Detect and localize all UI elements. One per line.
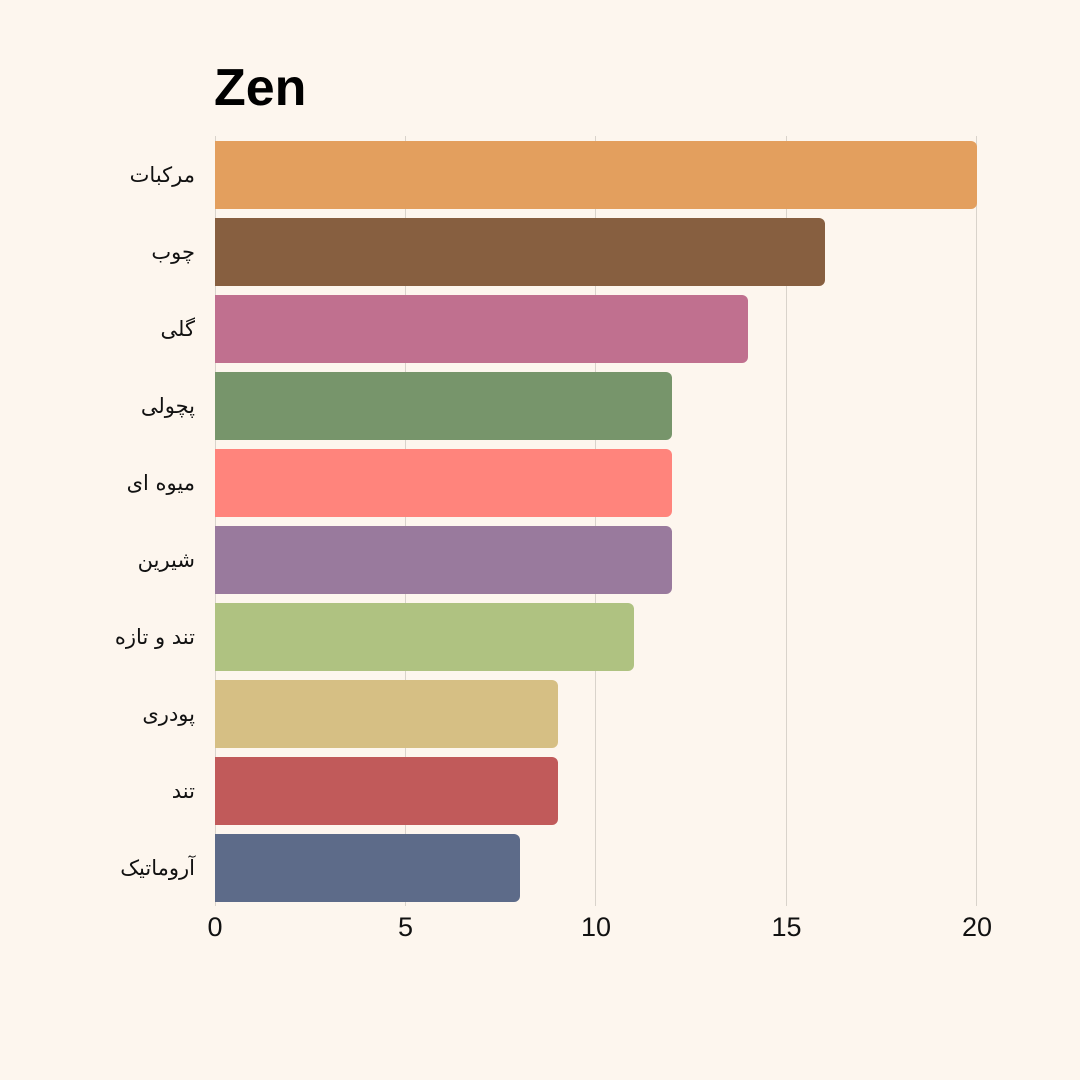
y-axis-label: شیرین (0, 526, 195, 594)
gridline-20 (976, 136, 977, 906)
x-tick-label: 5 (397, 912, 414, 942)
gridline-15 (785, 136, 787, 906)
y-axis-label: تند و تازه (0, 603, 195, 671)
bar-6 (215, 603, 635, 671)
bar-5 (215, 526, 673, 594)
y-axis-label: پچولی (0, 372, 195, 440)
y-axis-label: آروماتیک (0, 834, 195, 902)
gridline-5 (404, 136, 406, 906)
bar-3 (215, 372, 673, 440)
x-tick-label: 10 (580, 912, 612, 942)
bar-8 (215, 757, 558, 825)
y-axis-label-text: آروماتیک (120, 856, 195, 880)
bar-1 (215, 218, 825, 286)
chart-title: Zen (214, 59, 307, 117)
y-axis-label-text: پچولی (140, 394, 195, 418)
x-tick-label: 15 (771, 912, 802, 942)
y-axis-label-text: چوب (151, 240, 195, 264)
y-axis-label-text: تند (171, 779, 195, 803)
y-axis-label: پودری (0, 680, 195, 748)
bar-0 (215, 141, 977, 209)
x-tick-label: 0 (207, 912, 223, 942)
y-axis-label-text: مرکبات (129, 163, 195, 187)
x-tick-label: 20 (961, 912, 993, 942)
y-axis-line (215, 136, 216, 906)
y-axis-label-text: شیرین (137, 548, 195, 572)
bar-7 (215, 680, 558, 748)
y-axis-label: تند (0, 757, 195, 825)
y-axis-label: میوه ای (0, 449, 195, 517)
gridline-10 (595, 136, 596, 906)
y-axis-label-text: میوه ای (126, 471, 195, 495)
y-axis-label-text: گلی (160, 317, 195, 341)
y-axis-label: گلی (0, 295, 195, 363)
y-axis-label: چوب (0, 218, 195, 286)
y-axis-label: مرکبات (0, 141, 195, 209)
y-axis-label-text: پودری (142, 702, 195, 726)
bar-4 (215, 449, 673, 517)
plot-area (215, 136, 977, 906)
y-axis-label-text: تند و تازه (114, 625, 195, 649)
bar-9 (215, 834, 520, 902)
bar-2 (215, 295, 749, 363)
